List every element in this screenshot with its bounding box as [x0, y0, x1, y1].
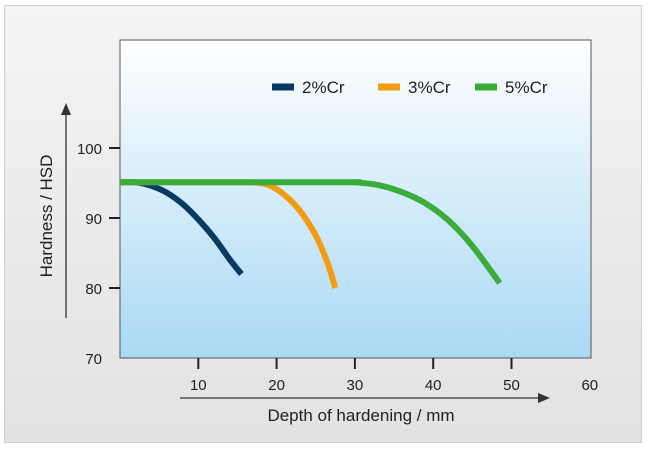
x-axis: 10 20 30 40 50 60 [180, 358, 598, 403]
x-tick-label: 30 [347, 377, 364, 394]
x-tick-label: 60 [581, 377, 598, 394]
series-line-5pctcr [120, 179, 503, 285]
y-axis: 70 80 90 100 [61, 103, 120, 368]
y-tick-label: 90 [85, 211, 102, 228]
y-axis-label: Hardness / HSD [37, 155, 56, 278]
legend-label: 3%Cr [408, 78, 451, 97]
legend: 2%Cr 3%Cr 5%Cr [272, 78, 548, 97]
x-tick-label: 50 [503, 377, 520, 394]
y-tick-label: 70 [85, 351, 102, 368]
x-tick-label: 10 [190, 377, 207, 394]
y-axis-arrowhead [61, 103, 71, 115]
x-tick-label: 40 [425, 377, 442, 394]
x-tick-label: 20 [268, 377, 285, 394]
y-tick-label: 80 [85, 281, 102, 298]
plot-area [119, 39, 592, 359]
series-layer [119, 179, 503, 289]
x-axis-arrowhead [538, 393, 550, 403]
legend-label: 2%Cr [302, 78, 345, 97]
y-tick-label: 100 [77, 141, 102, 158]
legend-label: 5%Cr [505, 78, 548, 97]
x-axis-label: Depth of hardening / mm [267, 406, 454, 425]
